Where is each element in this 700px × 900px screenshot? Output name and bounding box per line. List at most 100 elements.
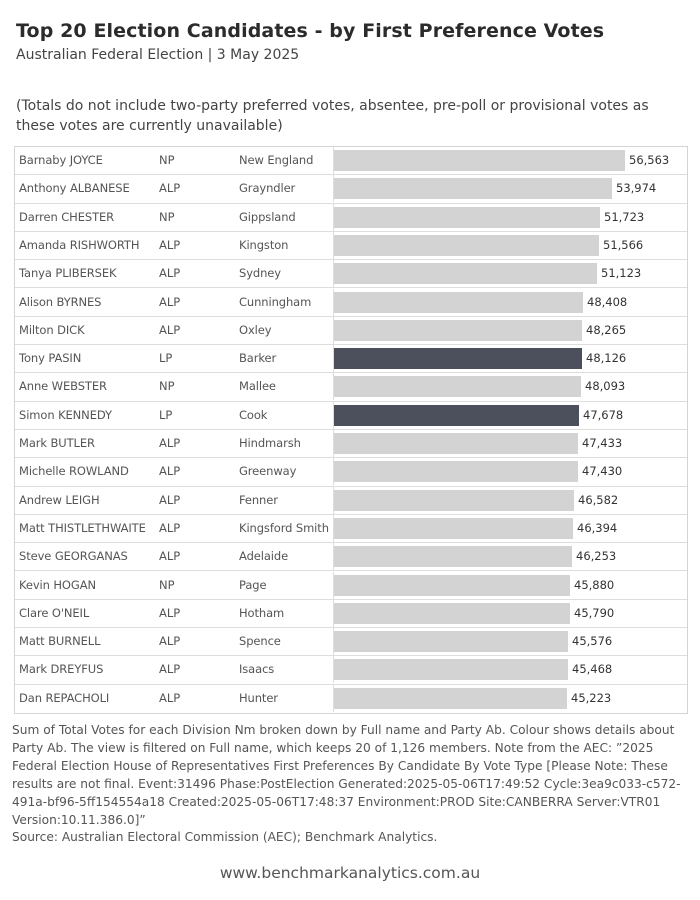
vote-value-label: 56,563 (629, 153, 670, 167)
division-name: Fenner (239, 492, 278, 507)
vote-bar[interactable] (334, 687, 567, 709)
table-row: Anthony ALBANESE ALP Grayndler 53,974 (15, 175, 688, 204)
division-name: Mallee (239, 379, 276, 394)
party-abbrev: NP (159, 379, 175, 394)
division-name: Hunter (239, 690, 278, 705)
bar-area: 45,468 (333, 656, 688, 684)
party-abbrev: NP (159, 209, 175, 224)
table-row: Barnaby JOYCE NP New England 56,563 (15, 147, 687, 176)
candidate-name: Milton DICK (19, 322, 85, 337)
vote-value-label: 45,223 (571, 690, 612, 705)
table-row: Matt BURNELL ALP Spence 45,576 (15, 628, 687, 657)
table-row: Mark BUTLER ALP Hindmarsh 47,433 (15, 430, 687, 459)
bar-area: 47,430 (333, 458, 688, 486)
division-name: Kingsford Smith (239, 520, 329, 535)
vote-bar[interactable] (334, 602, 570, 624)
vote-value-label: 45,468 (572, 662, 613, 677)
bar-area: 45,223 (333, 684, 688, 712)
vote-bar[interactable] (334, 178, 612, 200)
party-abbrev: LP (159, 407, 173, 422)
bar-area: 45,880 (333, 571, 688, 599)
table-row: Michelle ROWLAND ALP Greenway 47,430 (15, 458, 688, 487)
candidate-name: Anthony ALBANESE (19, 181, 130, 196)
division-name: Adelaide (239, 549, 289, 564)
vote-bar[interactable] (334, 319, 582, 341)
bar-area: 48,408 (333, 288, 688, 316)
bar-area: 46,253 (333, 543, 688, 571)
table-row: Tony PASIN LP Barker 48,126 (15, 345, 687, 374)
bar-area: 45,790 (333, 599, 688, 627)
party-abbrev: ALP (159, 549, 181, 564)
party-abbrev: ALP (159, 492, 181, 507)
table-row: Mark DREYFUS ALP Isaacs 45,468 (15, 656, 688, 685)
vote-bar[interactable] (334, 433, 578, 454)
vote-bar[interactable] (334, 546, 572, 568)
division-name: Hotham (239, 605, 285, 620)
vote-bar[interactable] (334, 659, 568, 681)
party-abbrev: ALP (159, 520, 181, 535)
party-abbrev: ALP (159, 436, 181, 450)
vote-bar[interactable] (334, 234, 599, 256)
vote-value-label: 46,582 (578, 492, 619, 507)
division-name: Sydney (239, 266, 281, 281)
vote-bar[interactable] (334, 517, 573, 539)
party-abbrev: NP (159, 577, 175, 592)
division-name: Greenway (239, 464, 297, 479)
vote-value-label: 47,678 (583, 407, 624, 422)
table-row: Darren CHESTER NP Gippsland 51,723 (15, 203, 688, 232)
candidate-name: Amanda RISHWORTH (19, 237, 140, 252)
vote-value-label: 48,093 (585, 379, 626, 394)
table-row: Andrew LEIGH ALP Fenner 46,582 (15, 486, 687, 515)
vote-bar[interactable] (334, 348, 582, 370)
division-name: Oxley (239, 322, 272, 337)
division-name: New England (239, 153, 314, 167)
vote-bar[interactable] (334, 206, 600, 228)
source-line: Source: Australian Electoral Commission … (12, 830, 438, 845)
bar-area: 51,723 (333, 203, 688, 231)
candidate-name: Steve GEORGANAS (19, 549, 128, 564)
bar-area: 46,394 (333, 514, 688, 542)
candidate-name: Simon KENNEDY (19, 407, 112, 422)
vote-bar[interactable] (334, 404, 579, 426)
vote-bar[interactable] (334, 263, 597, 285)
table-row: Amanda RISHWORTH ALP Kingston 51,566 (15, 231, 688, 261)
vote-value-label: 48,408 (587, 294, 628, 309)
party-abbrev: ALP (159, 181, 181, 196)
candidate-name: Darren CHESTER (19, 209, 115, 224)
vote-bar[interactable] (334, 150, 625, 171)
vote-value-label: 51,723 (604, 209, 645, 224)
vote-value-label: 47,430 (582, 464, 623, 479)
vote-value-label: 46,394 (577, 520, 618, 535)
candidate-name: Tony PASIN (19, 351, 82, 366)
table-row: Matt THISTLETHWAITE ALP Kingsford Smith 46,… (15, 514, 688, 544)
data-caveat-note: (Totals do not include two-party preferr… (16, 98, 649, 134)
party-abbrev: ALP (159, 294, 181, 309)
division-name: Hindmarsh (239, 436, 301, 450)
candidate-name: Mark BUTLER (19, 436, 95, 450)
chart-title: Top 20 Election Candidates - by First Pr… (16, 20, 605, 42)
division-name: Cunningham (239, 294, 312, 309)
vote-bar[interactable] (334, 291, 583, 313)
vote-value-label: 51,566 (603, 237, 644, 252)
candidate-name: Mark DREYFUS (19, 662, 104, 677)
bar-area: 51,566 (333, 231, 688, 259)
division-name: Isaacs (239, 662, 275, 677)
vote-value-label: 45,880 (574, 577, 615, 592)
bar-area: 48,265 (333, 316, 688, 344)
vote-bar[interactable] (334, 489, 574, 511)
vote-bar[interactable] (334, 631, 568, 653)
party-abbrev: ALP (159, 690, 181, 705)
candidate-name: Anne WEBSTER (19, 379, 107, 394)
vote-bar[interactable] (334, 461, 578, 483)
table-row: Clare O'NEIL ALP Hotham 45,790 (15, 599, 688, 629)
vote-bar[interactable] (334, 376, 581, 398)
party-abbrev: ALP (159, 662, 181, 677)
vote-value-label: 47,433 (582, 436, 623, 450)
candidate-name: Barnaby JOYCE (19, 153, 103, 167)
chart-subtitle: Australian Federal Election | 3 May 2025 (16, 47, 300, 63)
table-row: Steve GEORGANAS ALP Adelaide 46,253 (15, 543, 688, 572)
table-row: Tanya PLIBERSEK ALP Sydney 51,123 (15, 260, 687, 289)
bar-area: 53,974 (333, 175, 688, 203)
website-link[interactable]: www.benchmarkanalytics.com.au (219, 864, 481, 882)
vote-bar[interactable] (334, 574, 570, 596)
